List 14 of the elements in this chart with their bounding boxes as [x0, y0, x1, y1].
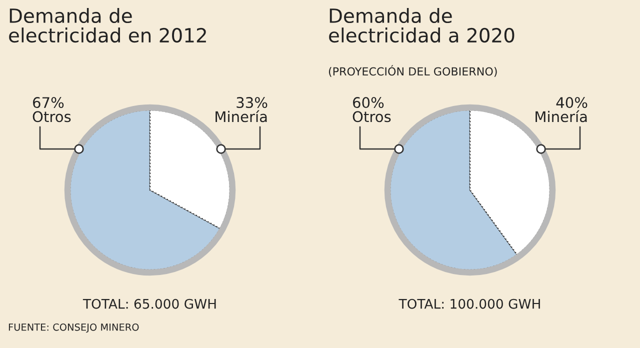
slice-label: Otros: [32, 111, 71, 122]
slice-label: Minería: [536, 110, 587, 122]
chart-title: Demanda de electricidad a 2020: [329, 8, 514, 43]
data-label: 40%: [556, 97, 588, 108]
data-label: 33%: [236, 97, 268, 108]
data-label: 60%: [353, 97, 384, 108]
slice-label: Minería: [216, 110, 267, 122]
text: TOTAL: 100.000 GWH: [398, 298, 540, 309]
chart-subtitle: (PROYECCIÓN DEL GOBIERNO): [328, 65, 497, 77]
text: TOTAL: 65.000 GWH: [82, 298, 216, 309]
data-label: 67%: [33, 97, 64, 108]
chart-title: Demanda de electricidad en 2012: [9, 8, 206, 43]
source-note: FUENTE: CONSEJO MINERO: [8, 323, 139, 333]
slice-label: Otros: [352, 111, 391, 122]
